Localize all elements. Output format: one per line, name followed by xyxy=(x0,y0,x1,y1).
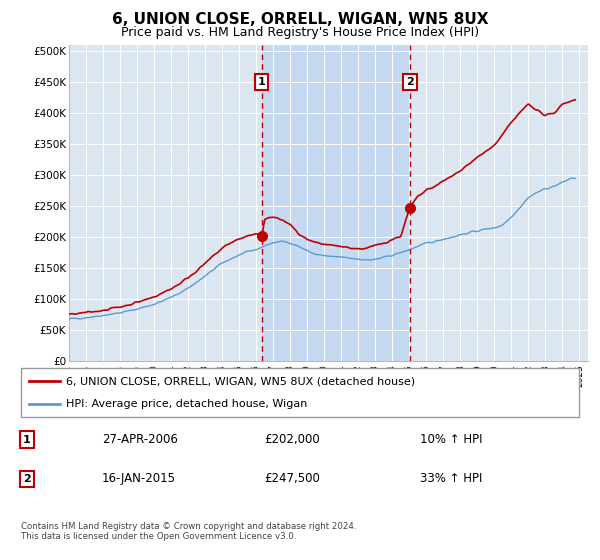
Text: £202,000: £202,000 xyxy=(264,433,320,446)
Text: 6, UNION CLOSE, ORRELL, WIGAN, WN5 8UX (detached house): 6, UNION CLOSE, ORRELL, WIGAN, WN5 8UX (… xyxy=(65,376,415,386)
Text: 1: 1 xyxy=(258,77,266,87)
Text: 6, UNION CLOSE, ORRELL, WIGAN, WN5 8UX: 6, UNION CLOSE, ORRELL, WIGAN, WN5 8UX xyxy=(112,12,488,27)
Text: Contains HM Land Registry data © Crown copyright and database right 2024.
This d: Contains HM Land Registry data © Crown c… xyxy=(21,522,356,542)
Text: 2: 2 xyxy=(406,77,414,87)
Text: £247,500: £247,500 xyxy=(264,472,320,486)
Text: Price paid vs. HM Land Registry's House Price Index (HPI): Price paid vs. HM Land Registry's House … xyxy=(121,26,479,39)
Text: 33% ↑ HPI: 33% ↑ HPI xyxy=(420,472,482,486)
Text: 10% ↑ HPI: 10% ↑ HPI xyxy=(420,433,482,446)
Text: HPI: Average price, detached house, Wigan: HPI: Average price, detached house, Wiga… xyxy=(65,399,307,409)
Text: 1: 1 xyxy=(23,435,31,445)
Bar xyxy=(262,45,410,361)
Text: 2: 2 xyxy=(23,474,31,484)
Text: 27-APR-2006: 27-APR-2006 xyxy=(102,433,178,446)
Text: 16-JAN-2015: 16-JAN-2015 xyxy=(102,472,176,486)
